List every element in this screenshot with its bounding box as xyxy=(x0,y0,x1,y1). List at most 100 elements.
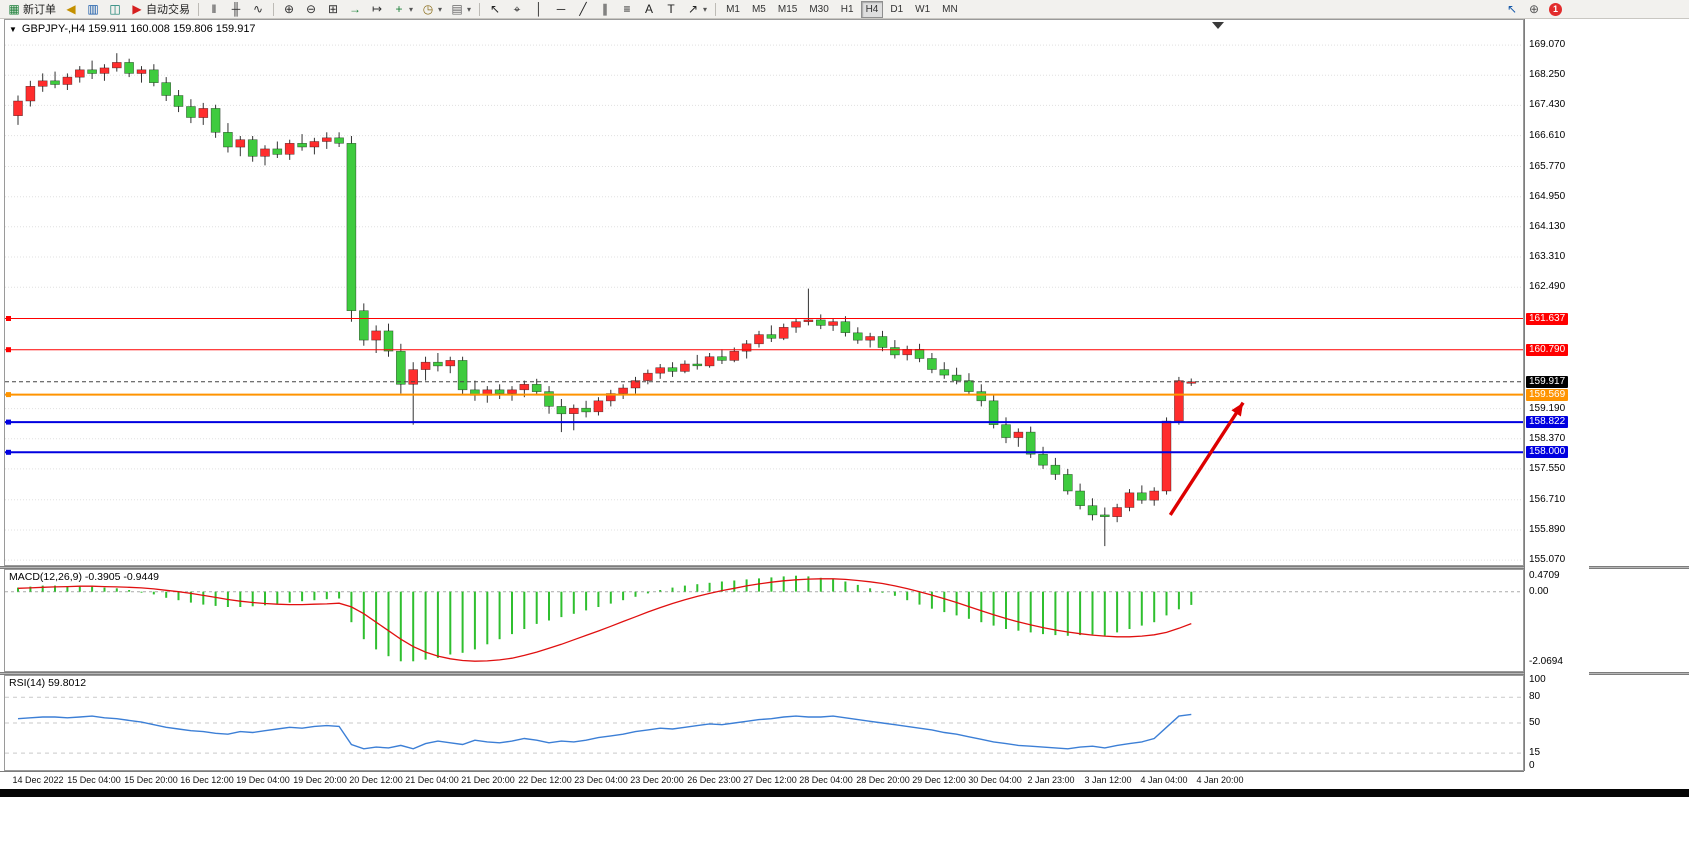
zoom-in-button[interactable]: ⊕ xyxy=(278,0,300,19)
price-tick-label: 165.770 xyxy=(1529,161,1566,172)
candle-body xyxy=(729,350,740,361)
candle-body xyxy=(173,95,184,107)
line-handle[interactable] xyxy=(6,419,11,425)
fibonacci-button[interactable]: ≡ xyxy=(616,0,638,19)
macd-signal-line xyxy=(17,578,1192,662)
candle-body xyxy=(828,321,838,326)
candle-body xyxy=(976,391,987,402)
data-window-icon: ◫ xyxy=(109,1,121,16)
rsi-border xyxy=(4,675,1524,771)
auto-trading-button[interactable]: ▶ 自动交易 xyxy=(126,0,194,19)
cursor-mode-button[interactable]: ↖ xyxy=(1501,0,1523,19)
rsi-panel-canvas[interactable] xyxy=(4,675,1524,771)
timeframe-m15-button[interactable]: M15 xyxy=(777,3,798,15)
price-tick-label: 155.890 xyxy=(1529,524,1566,535)
candle-body xyxy=(1001,424,1011,438)
text-button[interactable]: A xyxy=(638,0,660,19)
timeframe-mn-button[interactable]: MN xyxy=(942,3,958,15)
chart-shift-icon: ↦ xyxy=(371,1,383,16)
arrows-button[interactable]: ↗ ▾ xyxy=(682,0,711,19)
macd-tick-label: 0.00 xyxy=(1529,586,1549,597)
chart-shift-button[interactable]: ↦ xyxy=(366,0,388,19)
dropdown-arrow-icon: ▾ xyxy=(703,4,708,14)
timeframe-d1-button[interactable]: D1 xyxy=(890,3,904,15)
candle-body xyxy=(1087,505,1098,516)
tile-windows-button[interactable]: ⊞ xyxy=(322,0,344,19)
time-axis-label: 3 Jan 12:00 xyxy=(1084,775,1132,785)
current-price-tag: 159.917 xyxy=(1526,376,1569,388)
horizontal-line-button[interactable]: ─ xyxy=(550,0,572,19)
timeframe-h4-button[interactable]: H4 xyxy=(860,0,884,18)
text-label-button[interactable]: T xyxy=(660,0,682,19)
line-handle[interactable] xyxy=(6,347,11,353)
candle-body xyxy=(507,389,517,394)
candle-body xyxy=(1112,507,1122,517)
candle-body xyxy=(62,76,73,85)
timeframe-m1-button[interactable]: M1 xyxy=(726,3,740,15)
candle-body xyxy=(494,389,505,394)
candle-body xyxy=(346,143,357,311)
rsi-tick-label: 100 xyxy=(1529,674,1546,685)
candle-body xyxy=(519,383,530,391)
candlestick-chart-button[interactable]: ╫ xyxy=(225,0,247,19)
timeframe-m30-button[interactable]: M30 xyxy=(809,3,829,15)
timeframe-h1-button[interactable]: H1 xyxy=(840,3,854,15)
candlestick-chart-icon: ╫ xyxy=(231,1,241,16)
charts-window-button[interactable]: ▥ xyxy=(82,0,104,19)
candle-body xyxy=(457,360,468,391)
candle-body xyxy=(13,100,23,116)
symbol-ohlc-text: GBPJPY-,H4 159.911 160.008 159.806 159.9… xyxy=(21,23,256,35)
candle-body xyxy=(25,86,36,102)
vertical-line-button[interactable]: │ xyxy=(528,0,550,19)
time-axis-label: 2 Jan 23:00 xyxy=(1027,775,1075,785)
trendline-icon: ╱ xyxy=(579,1,587,16)
main-chart-canvas[interactable] xyxy=(4,19,1524,566)
cursor-button[interactable]: ↖ xyxy=(484,0,506,19)
zoom-out-button[interactable]: ⊖ xyxy=(300,0,322,19)
periods-button[interactable]: ◷ ▾ xyxy=(417,0,446,19)
price-tick-label: 156.710 xyxy=(1529,494,1566,505)
templates-button[interactable]: ▤ ▾ xyxy=(446,0,475,19)
candle-body xyxy=(272,148,283,155)
toolbar: ▦ 新订单 ◀ ▥ ◫ ▶ 自动交易 ‖ ╫ ∿ ⊕ ⊖ ⊞ → ↦ + ▾ ◷ ▾ ▤ ▾ ↖ ⌖ │ ─ ╱ ∥ ≡ A T ↗ ▾ M1 M… xyxy=(0,0,1689,19)
line-chart-button[interactable]: ∿ xyxy=(247,0,269,19)
timeframe-w1-button[interactable]: W1 xyxy=(915,3,931,15)
time-axis[interactable]: 14 Dec 2022 15 Dec 04:00 15 Dec 20:00 16 De… xyxy=(0,771,1524,790)
candle-body xyxy=(556,406,567,415)
macd-panel-canvas[interactable] xyxy=(4,569,1524,672)
candle-body xyxy=(865,336,875,341)
sound-alert-button[interactable]: ◀ xyxy=(60,0,82,19)
trend-arrow-annotation[interactable] xyxy=(1168,401,1245,516)
line-handle[interactable] xyxy=(6,316,11,321)
line-handle[interactable] xyxy=(6,392,11,398)
new-order-button[interactable]: ▦ 新订单 xyxy=(3,0,60,19)
symbol-dropdown-icon[interactable]: ▼ xyxy=(9,24,17,34)
bar-chart-button[interactable]: ‖ xyxy=(203,0,225,19)
candle-body xyxy=(149,69,159,83)
auto-scroll-button[interactable]: → xyxy=(344,0,366,19)
price-axis[interactable]: 169.070 168.250 167.430 166.610 165.770 164.9… xyxy=(1524,19,1589,771)
candle-body xyxy=(791,321,801,328)
timeframe-m5-button[interactable]: M5 xyxy=(751,3,766,15)
panel-divider[interactable] xyxy=(0,672,1689,675)
line-handle[interactable] xyxy=(6,449,11,455)
bar-chart-icon: ‖ xyxy=(211,1,217,16)
indicators-button[interactable]: + ▾ xyxy=(388,0,417,19)
candle-body xyxy=(309,141,320,148)
price-tick-label: 162.490 xyxy=(1529,281,1566,292)
crosshair-button[interactable]: ⌖ xyxy=(506,0,528,19)
notification-badge[interactable]: 1 xyxy=(1549,2,1562,16)
panel-divider[interactable] xyxy=(0,566,1689,569)
candle-body xyxy=(680,363,690,372)
candle-body xyxy=(1149,490,1159,501)
shift-marker-icon[interactable] xyxy=(1212,22,1224,29)
candle-body xyxy=(334,137,344,144)
magnifier-button[interactable]: ⊕ xyxy=(1523,0,1545,19)
toolbar-separator xyxy=(273,2,274,16)
candle-body xyxy=(1124,492,1135,508)
channel-button[interactable]: ∥ xyxy=(594,0,616,19)
trendline-button[interactable]: ╱ xyxy=(572,0,594,19)
data-window-button[interactable]: ◫ xyxy=(104,0,126,19)
price-tick-label: 159.190 xyxy=(1529,403,1566,414)
time-axis-label: 21 Dec 04:00 xyxy=(405,775,459,785)
